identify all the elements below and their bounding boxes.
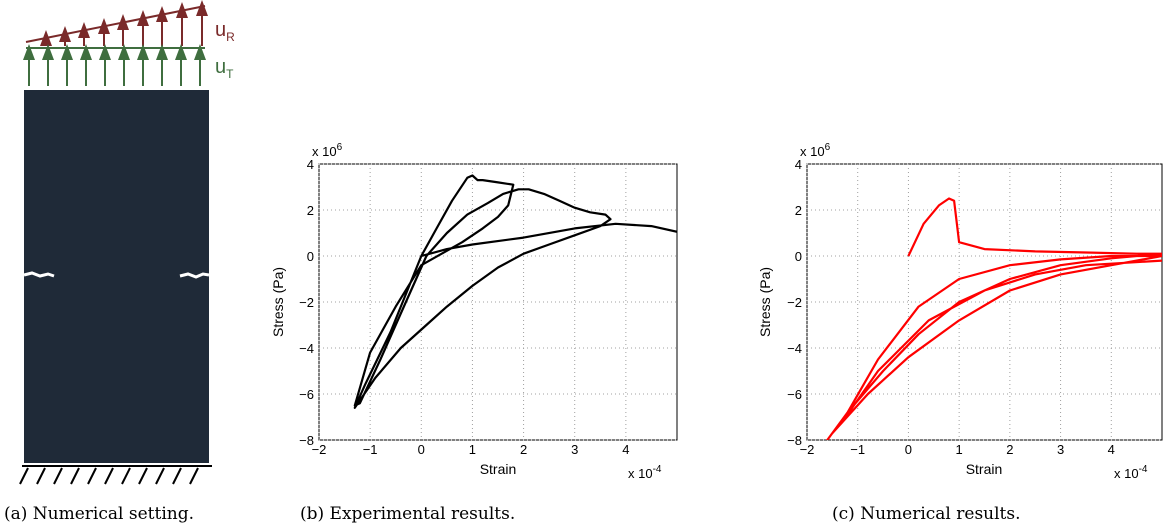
y-tick-label: −6 xyxy=(787,387,802,402)
fixed-support xyxy=(19,465,212,485)
chart-c: −2 −1 0 1 2 3 4 −8 −6 −4 −2 0 2 4 x 106 x 10-4 Strain… xyxy=(757,142,1163,524)
label-u-t: uT xyxy=(215,56,234,81)
x-tick-label: 1 xyxy=(956,442,963,457)
chart-c-y-label: Stress (Pa) xyxy=(757,267,773,337)
x-tick-label: 0 xyxy=(905,442,912,457)
x-tick-label: 4 xyxy=(622,442,629,457)
chart-c-ticks: −2 −1 0 1 2 3 4 −8 −6 −4 −2 0 2 4 xyxy=(787,157,1115,457)
y-tick-label: 2 xyxy=(795,203,802,218)
x-tick-label: 0 xyxy=(418,442,425,457)
panel-a: uR uT xyxy=(4,0,235,524)
y-tick-label: −8 xyxy=(299,433,314,448)
chart-c-series-line xyxy=(826,197,1162,440)
x-tick-label: 3 xyxy=(571,442,578,457)
caption-b: (b) Experimental results. xyxy=(300,504,515,524)
chart-b-series-line xyxy=(353,174,677,409)
crack-right xyxy=(179,272,210,279)
chart-b-x-multiplier: x 10-4 xyxy=(628,464,662,481)
x-tick-label: 1 xyxy=(469,442,476,457)
y-tick-label: 4 xyxy=(795,157,802,172)
caption-c: (c) Numerical results. xyxy=(832,504,1021,524)
chart-b-ticks: −2 −1 0 1 2 3 4 −8 −6 −4 −2 0 2 4 xyxy=(299,157,629,457)
chart-c-y-multiplier: x 106 xyxy=(800,142,831,159)
chart-b-plot-area xyxy=(318,163,678,441)
x-tick-label: 4 xyxy=(1108,442,1115,457)
chart-b-y-multiplier: x 106 xyxy=(312,142,343,159)
chart-c-x-label: Strain xyxy=(966,461,1003,477)
traction-arrows xyxy=(23,44,206,86)
y-tick-label: −2 xyxy=(299,295,314,310)
chart-b: −2 −1 0 1 2 3 4 −8 −6 −4 −2 0 2 4 x 106 x 10-4 Strain… xyxy=(270,142,678,524)
y-tick-label: 2 xyxy=(307,203,314,218)
x-tick-label: −1 xyxy=(363,442,378,457)
x-tick-label: 3 xyxy=(1057,442,1064,457)
x-tick-label: −2 xyxy=(800,442,815,457)
label-u-r: uR xyxy=(215,19,235,44)
y-tick-label: −6 xyxy=(299,387,314,402)
y-tick-label: 0 xyxy=(795,249,802,264)
x-tick-label: 2 xyxy=(520,442,527,457)
chart-b-x-label: Strain xyxy=(480,461,517,477)
y-tick-label: −2 xyxy=(787,295,802,310)
y-tick-label: −4 xyxy=(787,341,802,356)
y-tick-label: −8 xyxy=(787,433,802,448)
caption-a: (a) Numerical setting. xyxy=(4,504,194,524)
y-tick-label: 4 xyxy=(307,157,314,172)
y-tick-label: −4 xyxy=(299,341,314,356)
specimen xyxy=(24,90,209,463)
x-tick-label: −1 xyxy=(850,442,865,457)
chart-b-y-label: Stress (Pa) xyxy=(270,267,286,337)
chart-c-plot-area xyxy=(806,163,1163,441)
rotation-arrows xyxy=(25,0,208,46)
crack-left xyxy=(23,271,55,278)
x-tick-label: 2 xyxy=(1006,442,1013,457)
x-tick-label: −2 xyxy=(312,442,327,457)
chart-c-x-multiplier: x 10-4 xyxy=(1114,464,1148,481)
y-tick-label: 0 xyxy=(307,249,314,264)
